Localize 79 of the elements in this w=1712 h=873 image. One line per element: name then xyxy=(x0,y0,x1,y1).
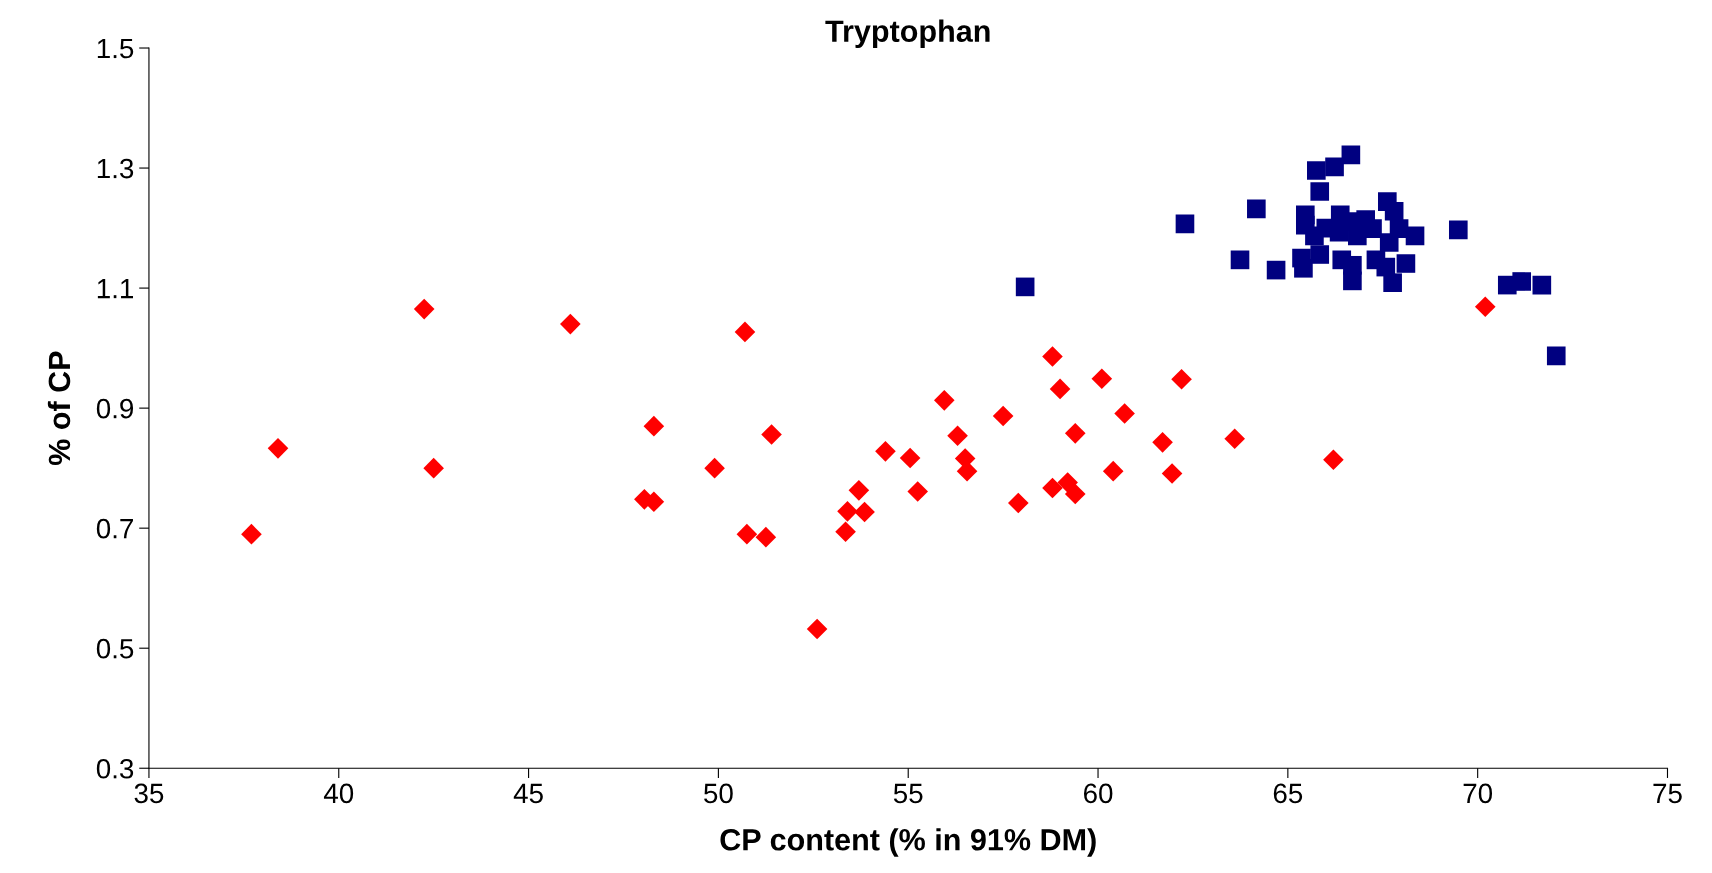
point xyxy=(1266,260,1286,280)
point xyxy=(1310,245,1330,264)
point xyxy=(875,441,896,462)
point xyxy=(947,425,968,447)
point xyxy=(1379,233,1399,252)
y-tick-label: 1.5 xyxy=(97,38,134,59)
point xyxy=(1474,296,1496,317)
point xyxy=(736,523,758,545)
point xyxy=(423,457,444,479)
point xyxy=(267,438,289,459)
point xyxy=(1015,277,1035,297)
x-tick-label: 55 xyxy=(893,783,923,804)
point xyxy=(1376,257,1396,277)
point xyxy=(848,480,870,501)
point xyxy=(1064,423,1086,444)
point xyxy=(837,501,858,522)
y-tick-label: 0.3 xyxy=(96,758,134,779)
point xyxy=(560,313,581,335)
point xyxy=(854,501,875,523)
point xyxy=(1230,250,1250,270)
x-tick-label: 75 xyxy=(1653,783,1682,804)
point xyxy=(1396,254,1416,273)
point xyxy=(241,523,262,545)
point xyxy=(1064,483,1086,505)
point xyxy=(1049,378,1071,400)
y-tick-label: 0.9 xyxy=(96,398,134,419)
point xyxy=(1383,273,1402,293)
x-axis-title: CP content (% in 91% DM) xyxy=(720,828,1096,857)
point xyxy=(1175,214,1195,234)
y-axis-title: % of CP xyxy=(47,351,71,466)
point xyxy=(933,390,955,411)
x-tick-label: 50 xyxy=(704,783,733,804)
x-tick-label: 60 xyxy=(1084,783,1113,804)
y-tick-label: 1.3 xyxy=(97,158,134,179)
point xyxy=(734,321,756,343)
point xyxy=(1341,145,1361,165)
x-tick-label: 65 xyxy=(1273,783,1303,804)
point xyxy=(1091,368,1113,390)
point xyxy=(1448,220,1468,240)
point xyxy=(1057,472,1078,493)
point xyxy=(1307,161,1326,180)
point xyxy=(1343,271,1362,291)
point xyxy=(1294,258,1313,278)
point xyxy=(413,298,435,320)
point xyxy=(1152,432,1173,453)
point xyxy=(1310,182,1330,201)
point xyxy=(1042,477,1063,499)
point xyxy=(1323,449,1344,471)
point xyxy=(835,521,856,543)
point xyxy=(1512,272,1532,291)
point xyxy=(1325,157,1344,177)
y-tick-label: 0.7 xyxy=(96,518,133,539)
point xyxy=(1114,403,1135,424)
point xyxy=(1247,199,1266,219)
y-tick-label: 1.1 xyxy=(97,279,134,299)
point xyxy=(1008,492,1029,514)
point xyxy=(1171,369,1192,390)
point xyxy=(1384,201,1404,221)
point xyxy=(755,526,777,548)
point xyxy=(806,618,828,640)
point xyxy=(1161,463,1183,484)
chart-title: Tryptophan xyxy=(825,19,990,49)
point xyxy=(761,424,782,445)
point xyxy=(704,457,725,479)
point xyxy=(992,405,1014,427)
point xyxy=(899,447,921,469)
point xyxy=(643,415,665,437)
x-tick-label: 35 xyxy=(134,783,164,804)
x-tick-label: 45 xyxy=(513,783,543,804)
point xyxy=(1042,346,1063,367)
point xyxy=(1224,428,1245,450)
point xyxy=(907,481,929,502)
point xyxy=(1546,346,1566,366)
y-tick-label: 0.5 xyxy=(96,638,134,659)
point xyxy=(1102,460,1124,482)
x-tick-label: 40 xyxy=(323,783,354,804)
point xyxy=(1405,226,1425,246)
x-tick-label: 70 xyxy=(1463,783,1493,804)
point xyxy=(1532,275,1552,295)
